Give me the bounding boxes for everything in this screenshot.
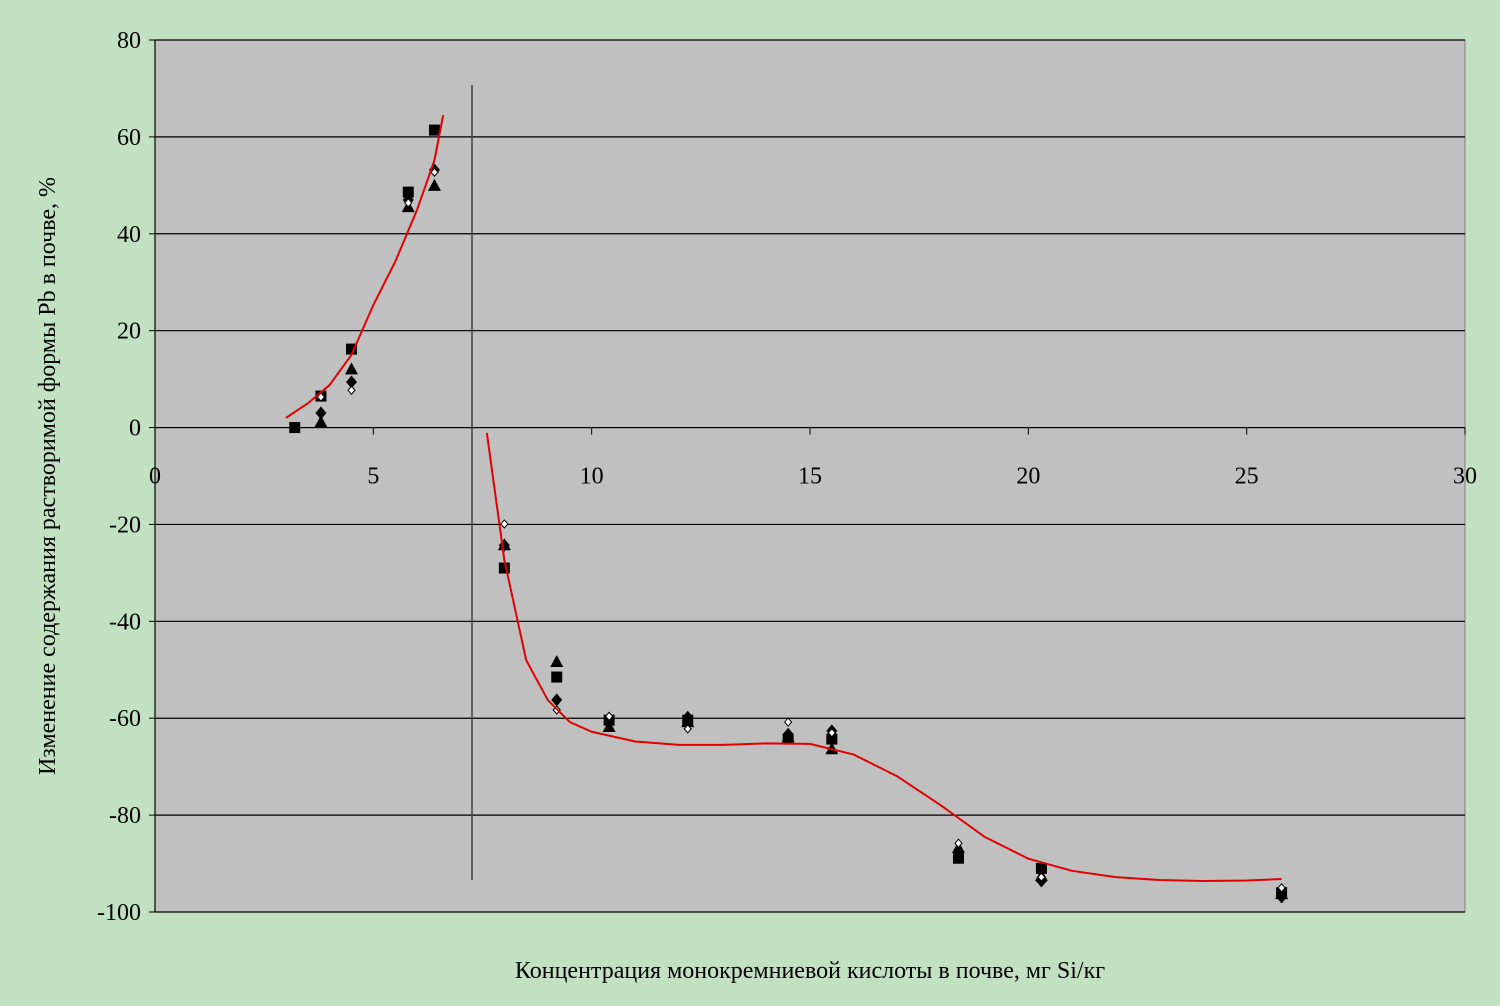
point (345, 362, 358, 375)
y-tick-label: -80 (109, 803, 141, 829)
point (500, 519, 509, 529)
point (498, 562, 510, 574)
y-tick-label: 80 (117, 28, 141, 54)
point (346, 375, 357, 389)
point (402, 186, 414, 198)
point (1035, 862, 1047, 874)
y-tick-label: 20 (117, 319, 141, 345)
y-tick-label: -20 (109, 512, 141, 538)
y-tick-label: 60 (117, 125, 141, 151)
point (428, 124, 440, 136)
plot-area (154, 39, 1466, 913)
y-axis-label: Изменение содержания растворимой формы P… (35, 177, 61, 775)
point (404, 198, 413, 208)
y-tick-label: 40 (117, 222, 141, 248)
y-tick-label: -100 (97, 900, 141, 926)
y-tick-label: -40 (109, 609, 141, 635)
point (551, 693, 563, 707)
point (784, 717, 793, 727)
point (550, 655, 564, 668)
point (315, 406, 327, 420)
point (1277, 883, 1286, 893)
point (347, 385, 356, 396)
point (954, 838, 963, 848)
x-tick-label: 0 (149, 464, 161, 490)
point (427, 178, 441, 191)
point (1275, 887, 1289, 900)
point (346, 343, 357, 355)
point (430, 167, 439, 178)
point (1037, 872, 1046, 882)
x-axis-label: Концентрация монокремниевой кислоты в по… (515, 958, 1105, 984)
point (826, 733, 838, 745)
y-tick-label: -60 (109, 706, 141, 732)
x-tick-label: 30 (1453, 464, 1477, 490)
point (314, 415, 328, 428)
x-tick-label: 15 (798, 464, 822, 490)
point (551, 671, 563, 683)
point (289, 422, 301, 434)
trend-line (285, 114, 445, 419)
point (497, 538, 511, 551)
x-tick-label: 10 (580, 464, 604, 490)
point (681, 715, 695, 728)
point (827, 727, 836, 738)
x-tick-label: 25 (1235, 464, 1259, 490)
point (602, 719, 616, 732)
grid: -100 -80 -60 -40 -20 0 20 40 60 80 0 5 10 15 20 25 30 (97, 28, 1477, 926)
trend-line (485, 432, 1282, 882)
y-tick-label: 0 (129, 416, 141, 442)
point (781, 730, 795, 743)
x-tick-label: 20 (1016, 464, 1040, 490)
point (604, 711, 614, 722)
x-tick-label: 5 (367, 464, 379, 490)
point (683, 724, 692, 734)
marks (285, 114, 1289, 904)
